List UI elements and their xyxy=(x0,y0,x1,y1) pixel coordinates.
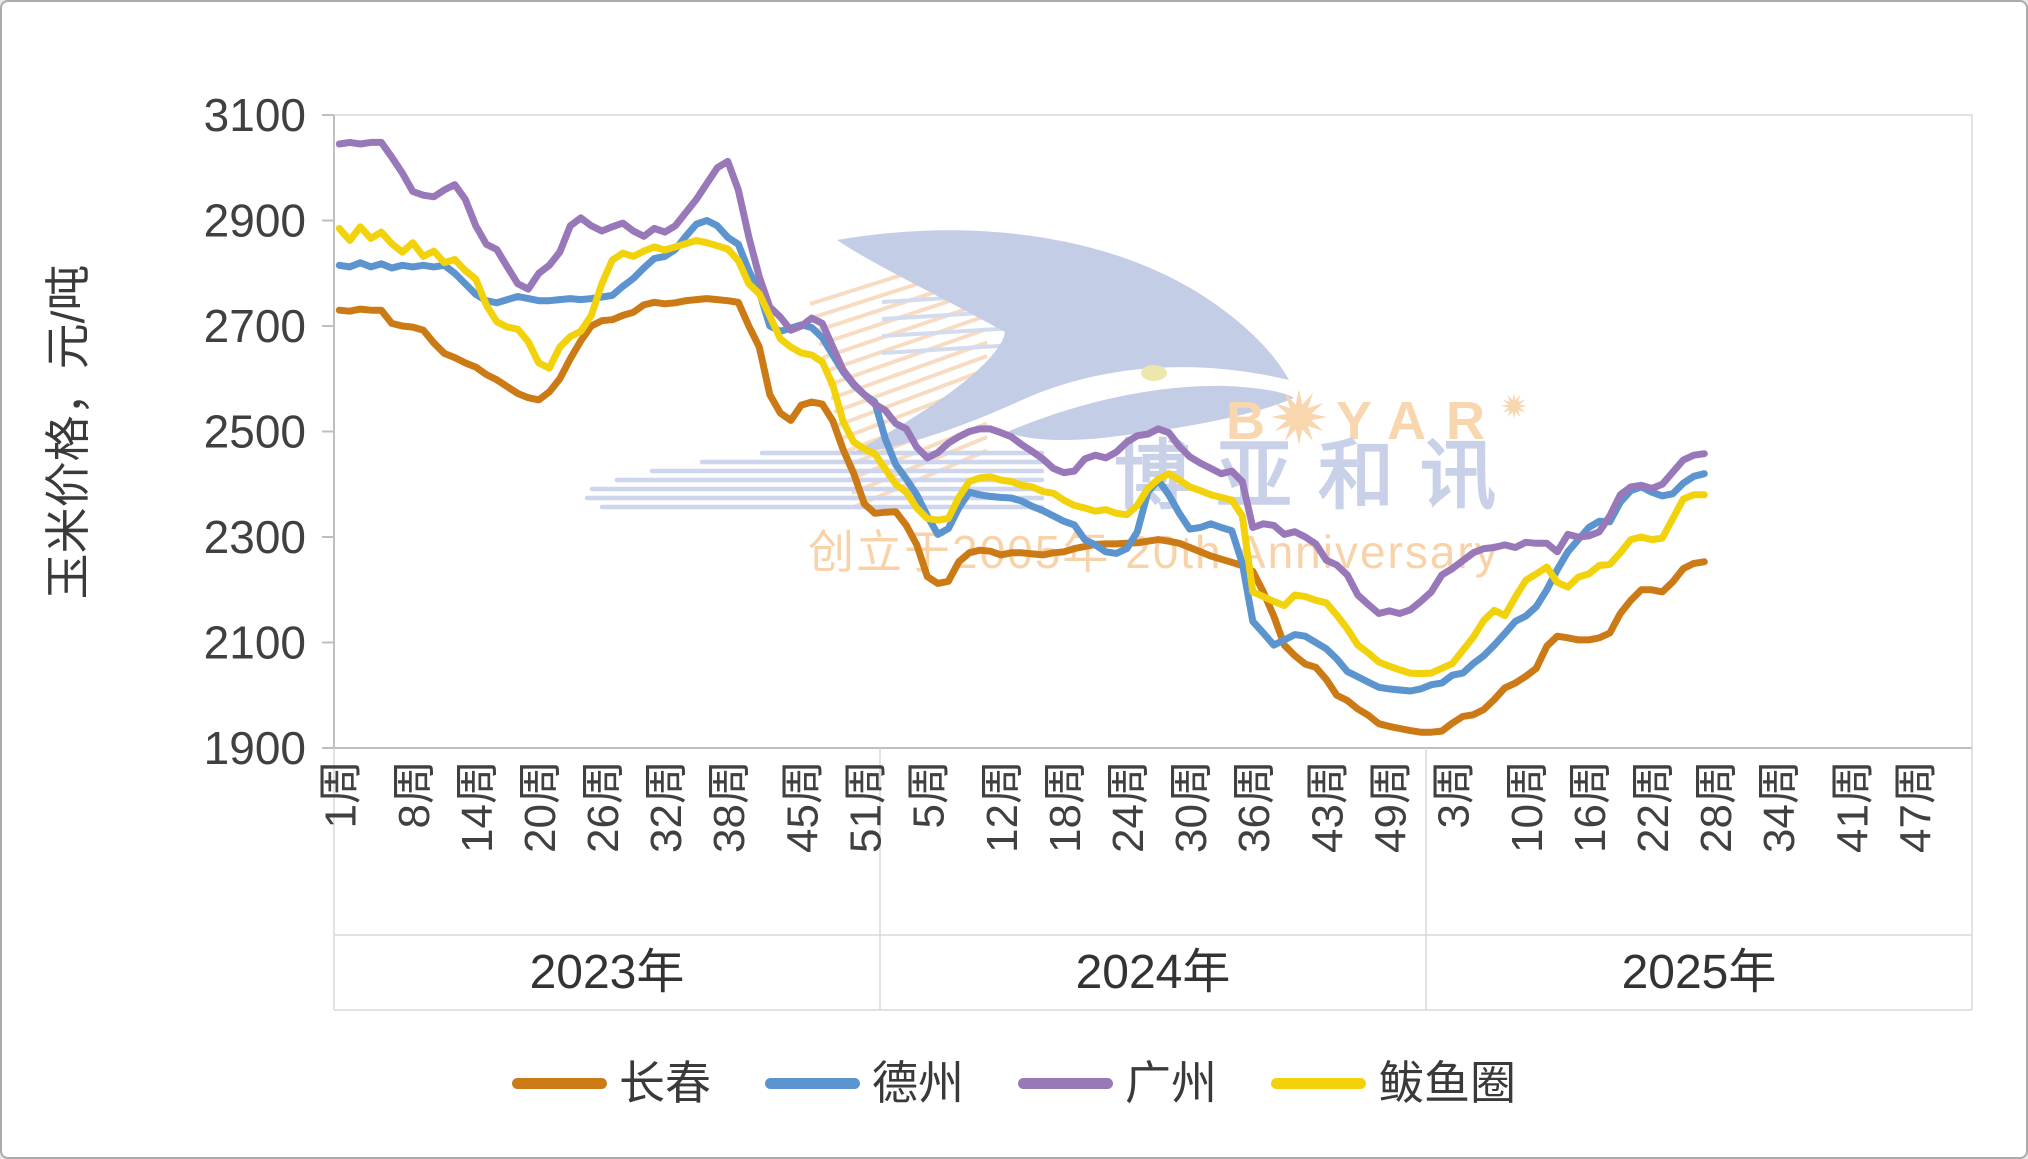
y-axis-tick-label: 3100 xyxy=(204,89,306,141)
x-axis-week-label: 34周 xyxy=(1755,760,1804,853)
x-axis-week-label: 30周 xyxy=(1167,760,1216,853)
y-axis-tick-label: 2100 xyxy=(204,617,306,669)
x-axis-week-label: 45周 xyxy=(778,760,827,853)
legend-marker-changchun xyxy=(512,1077,607,1089)
watermark-brand-en-yar: YAR xyxy=(1336,391,1505,451)
x-axis-week-label: 36周 xyxy=(1230,760,1279,853)
x-axis-year-label: 2025年 xyxy=(1622,946,1777,999)
y-axis-tick-label: 2700 xyxy=(204,300,306,352)
x-axis-week-label: 26周 xyxy=(579,760,628,853)
x-axis-week-label: 38周 xyxy=(705,760,754,853)
x-axis-week-label: 3周 xyxy=(1429,760,1478,828)
bird-eye-icon xyxy=(1141,365,1167,381)
chart-axes: 1900 2100 2300 2500 2700 2900 3100 1周 8周 14周 20周 26… xyxy=(204,89,1973,1011)
series-line-guangzhou xyxy=(335,138,1708,617)
x-axis-week-label: 1周 xyxy=(316,760,365,828)
x-axis-week-label: 16周 xyxy=(1566,760,1615,853)
legend-marker-bayuquan xyxy=(1271,1077,1366,1089)
x-axis-week-label: 32周 xyxy=(642,760,691,853)
sunburst-icon xyxy=(1271,389,1327,445)
legend-label-bayuquan: 鲅鱼圈 xyxy=(1378,1057,1516,1109)
x-axis-week-label: 49周 xyxy=(1366,760,1415,853)
legend-item-changchun: 长春 xyxy=(512,1060,711,1106)
legend-label-guangzhou: 广州 xyxy=(1125,1057,1217,1109)
y-axis-tick-label: 1900 xyxy=(204,722,306,774)
legend-label-dezhou: 德州 xyxy=(872,1057,964,1109)
y-axis-tick-label: 2500 xyxy=(204,406,306,458)
x-axis-week-label: 28周 xyxy=(1692,760,1741,853)
legend-item-bayuquan: 鲅鱼圈 xyxy=(1271,1060,1516,1106)
legend-marker-dezhou xyxy=(765,1077,860,1089)
series-line-changchun xyxy=(335,295,1708,736)
series-lines xyxy=(335,138,1708,736)
x-axis-week-label: 5周 xyxy=(904,760,953,828)
x-axis-week-label: 22周 xyxy=(1629,760,1678,853)
y-axis-tick-label: 2900 xyxy=(204,195,306,247)
x-axis-week-label: 20周 xyxy=(516,760,565,853)
legend-item-dezhou: 德州 xyxy=(765,1060,964,1106)
x-axis-week-label: 43周 xyxy=(1303,760,1352,853)
series-line-dezhou xyxy=(335,217,1708,695)
legend-label-changchun: 长春 xyxy=(619,1057,711,1109)
x-axis-week-label: 47周 xyxy=(1891,760,1940,853)
x-axis-week-label: 14周 xyxy=(453,760,502,853)
x-axis-year-label: 2024年 xyxy=(1076,946,1231,999)
legend-item-guangzhou: 广州 xyxy=(1018,1060,1217,1106)
y-axis-tick-label: 2300 xyxy=(204,511,306,563)
x-axis-year-label: 2023年 xyxy=(530,946,685,999)
x-axis-week-label: 24周 xyxy=(1104,760,1153,853)
x-axis-week-label: 12周 xyxy=(978,760,1027,853)
x-axis-week-label: 51周 xyxy=(841,760,890,853)
legend-marker-guangzhou xyxy=(1018,1077,1113,1089)
x-axis-week-label: 8周 xyxy=(390,760,439,828)
watermark-brand-en-b: B xyxy=(1226,391,1285,451)
x-axis-week-label: 10周 xyxy=(1503,760,1552,853)
bird-logo-icon xyxy=(837,230,1294,454)
chart-legend: 长春 德州 广州 鲅鱼圈 xyxy=(512,1060,1516,1106)
series-line-bayuquan xyxy=(335,223,1708,678)
sunburst-icon xyxy=(1501,393,1527,419)
y-axis-title: 玉米价格，元/吨 xyxy=(42,265,94,600)
x-axis-week-label: 18周 xyxy=(1041,760,1090,853)
x-axis-week-label: 41周 xyxy=(1828,760,1877,853)
